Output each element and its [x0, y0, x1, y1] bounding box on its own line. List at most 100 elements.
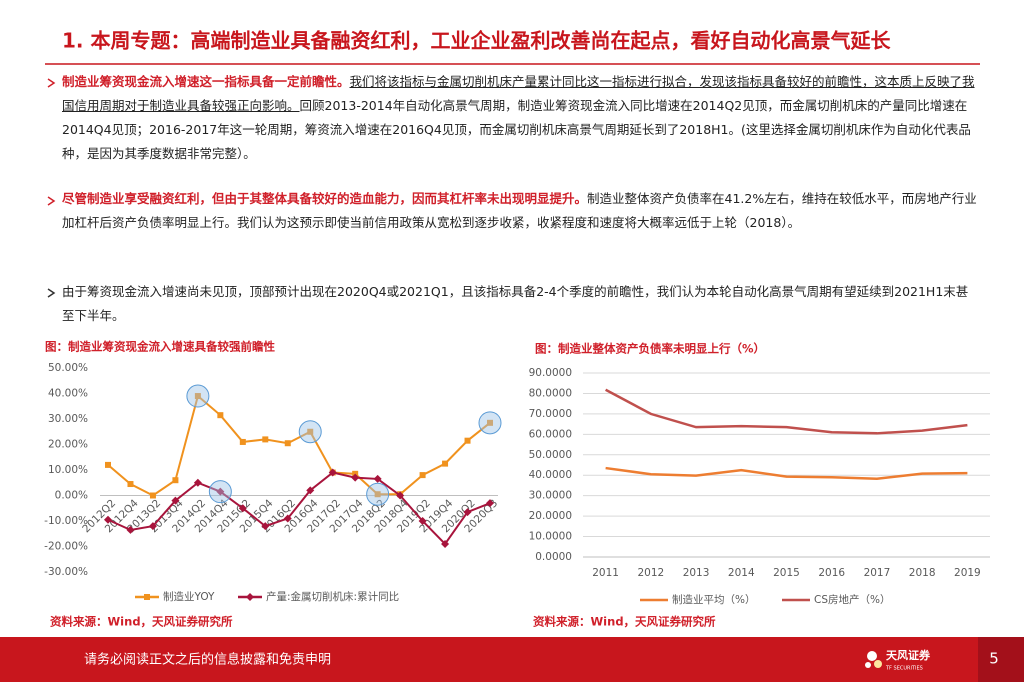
- page-number: 5: [989, 650, 999, 668]
- marker: [373, 474, 382, 483]
- marker: [441, 539, 450, 548]
- bullet: 制造业筹资现金流入增速这一指标具备一定前瞻性。我们将该指标与金属切削机床产量累计…: [62, 70, 980, 166]
- bullet-icon: [47, 288, 56, 298]
- y-tick-label: 0.00%: [55, 490, 88, 502]
- y-tick-label: 30.0000: [529, 490, 572, 502]
- x-tick-label: 2013: [683, 567, 710, 579]
- logo-icon: [865, 651, 882, 668]
- marker: [104, 515, 112, 524]
- marker: [284, 440, 291, 447]
- logo-text: 天风证券: [886, 648, 931, 662]
- y-tick-label: 70.0000: [529, 408, 572, 420]
- footer-disclaimer: 请务必阅读正文之后的信息披露和免责申明: [84, 652, 331, 668]
- x-tick-label: 2018: [909, 567, 936, 579]
- series-line: [605, 388, 968, 435]
- y-tick-label: 10.00%: [48, 464, 88, 476]
- marker: [419, 472, 426, 479]
- series-line: [605, 466, 968, 480]
- marker: [307, 428, 314, 435]
- y-tick-label: 10.0000: [529, 531, 572, 543]
- marker: [126, 525, 135, 534]
- logo-sub: TF SECURITIES: [885, 666, 923, 672]
- bullet-icon: [47, 196, 56, 206]
- marker: [216, 487, 225, 496]
- marker: [127, 481, 134, 488]
- bullet-text: 制造业整体资产负债率在41.2%左右，维持在较低水平，而房地产行业加杠杆后资产负…: [62, 191, 977, 230]
- highlight-circle: [478, 411, 502, 435]
- marker: [351, 473, 360, 482]
- marker: [261, 522, 270, 531]
- marker: [328, 468, 337, 477]
- highlight-circle: [186, 384, 210, 408]
- marker: [144, 594, 150, 600]
- marker: [418, 517, 427, 525]
- marker: [172, 477, 179, 484]
- marker: [239, 438, 246, 445]
- marker: [487, 419, 493, 426]
- y-tick-label: 20.00%: [48, 439, 88, 451]
- footer-band: [0, 637, 1024, 682]
- legend-label: 产量:金属切削机床:累计同比: [266, 590, 399, 603]
- marker: [171, 496, 180, 505]
- highlight-circle: [208, 480, 232, 504]
- series-line: [107, 394, 491, 497]
- bullet-text: 由于筹资现金流入增速尚未见顶，顶部预计出现在2020Q4或2021Q1，且该指标…: [62, 284, 969, 323]
- bullet: 由于筹资现金流入增速尚未见顶，顶部预计出现在2020Q4或2021Q1，且该指标…: [62, 280, 980, 328]
- marker: [442, 460, 449, 467]
- y-tick-label: -10.00%: [44, 515, 88, 527]
- x-tick-label: 2012: [637, 567, 664, 579]
- marker: [105, 461, 111, 468]
- marker: [193, 478, 202, 487]
- marker: [464, 437, 471, 444]
- y-tick-label: 60.0000: [529, 428, 572, 440]
- y-tick-label: 40.0000: [529, 469, 572, 481]
- series-line: [107, 471, 491, 546]
- page-band: [978, 637, 1024, 682]
- y-tick-label: -30.00%: [44, 566, 88, 578]
- marker: [374, 491, 381, 498]
- marker: [306, 486, 315, 495]
- bullet-lead: 尽管制造业享受融资红利，但由于其整体具备较好的造血能力，因而其杠杆率未出现明显提…: [62, 191, 588, 206]
- y-tick-label: 30.00%: [48, 413, 88, 425]
- y-tick-label: 50.0000: [529, 449, 572, 461]
- chart-title: 图：制造业整体资产负债率未明显上行（%）: [535, 342, 765, 356]
- bullet-lead: 制造业筹资现金流入增速这一指标具备一定前瞻性。: [62, 74, 350, 89]
- marker: [463, 508, 472, 517]
- marker: [396, 491, 405, 500]
- y-tick-label: 50.00%: [48, 362, 88, 374]
- legend-label: 制造业平均（%）: [672, 593, 755, 606]
- slide-title: 1. 本周专题：高端制造业具备融资红利，工业企业盈利改善尚在起点，看好自动化高景…: [62, 29, 891, 53]
- y-tick-label: 40.00%: [48, 388, 88, 400]
- marker: [148, 522, 157, 531]
- marker: [217, 412, 224, 419]
- bullet-text: 回顾2013-2014年自动化高景气周期，制造业筹资现金流入同比增速在2014Q…: [62, 98, 971, 161]
- y-tick-label: 80.0000: [529, 387, 572, 399]
- chart-title: 图：制造业筹资现金流入增速具备较强前瞻性: [45, 340, 275, 354]
- marker: [238, 504, 247, 513]
- marker: [283, 514, 292, 523]
- marker: [194, 393, 201, 400]
- highlight-circle: [298, 420, 322, 444]
- x-tick-label: 2014: [728, 567, 755, 579]
- x-tick-label: 2019: [954, 567, 981, 579]
- marker: [262, 436, 269, 443]
- bullet-underlined: 我们将该指标与金属切削机床产量累计同比这一指标进行拟合，发现该指标具备较好的前瞻…: [62, 74, 975, 113]
- marker: [149, 492, 156, 499]
- x-tick-label: 2015: [773, 567, 800, 579]
- x-tick-label: 2016: [818, 567, 845, 579]
- bullet-icon: [47, 78, 56, 88]
- x-tick-label: 2017: [864, 567, 891, 579]
- marker: [486, 499, 494, 508]
- y-tick-label: 0.0000: [535, 551, 572, 563]
- x-tick-label: 2011: [592, 567, 619, 579]
- legend-label: CS房地产（%）: [814, 593, 890, 606]
- highlight-circle: [366, 482, 390, 506]
- bullet: 尽管制造业享受融资红利，但由于其整体具备较好的造血能力，因而其杠杆率未出现明显提…: [62, 187, 980, 235]
- y-tick-label: 20.0000: [529, 510, 572, 522]
- chart-source: 资料来源：Wind，天风证券研究所: [533, 615, 716, 629]
- chart-source: 资料来源：Wind，天风证券研究所: [50, 615, 233, 629]
- legend-label: 制造业YOY: [163, 590, 215, 603]
- y-tick-label: -20.00%: [44, 541, 88, 553]
